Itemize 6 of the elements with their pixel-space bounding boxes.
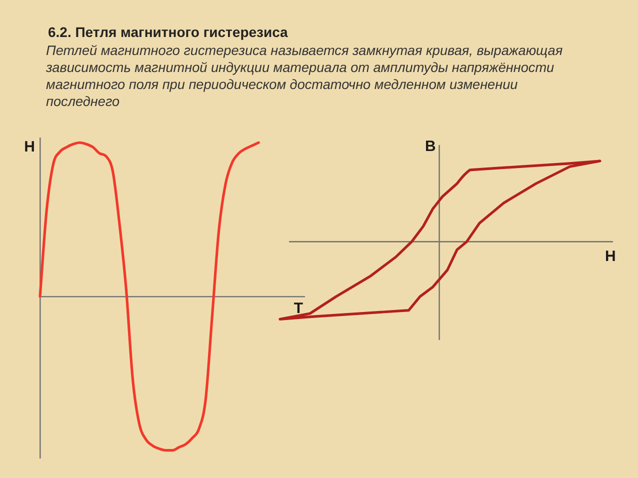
x-axis-title: T <box>294 300 303 318</box>
text: H <box>605 248 616 265</box>
chart-title: 6.2. Петля магнитного гистерезиса <box>48 24 288 40</box>
chart-subtitle: Петлей магнитного гистерезиса называется замкнутая кривая, выражающая зависимость магнитной индукции материала от амплитуды напряжённости магнитного поля при периодическом достаточно медленном изменении последнего <box>46 42 564 110</box>
text: B <box>425 138 436 155</box>
y-axis-title: H <box>24 138 35 156</box>
